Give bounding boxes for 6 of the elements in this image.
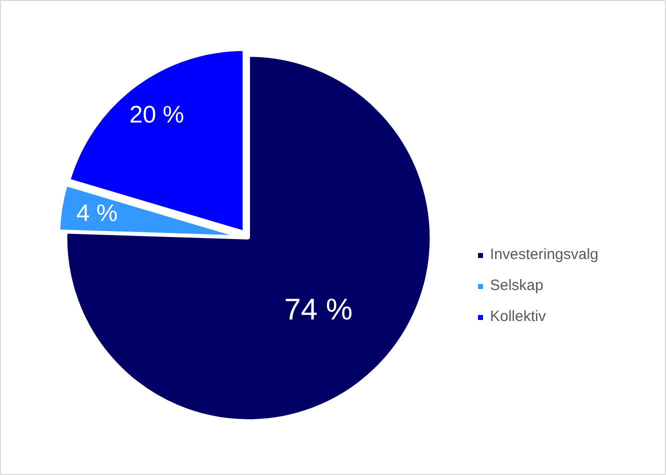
data-label: 20 % [129, 102, 184, 129]
legend-label: Selskap [490, 277, 544, 294]
legend-label: Kollektiv [490, 308, 546, 325]
legend-label: Investeringsvalg [490, 246, 598, 263]
data-label: 4 % [76, 200, 118, 228]
data-label: 74 % [284, 294, 353, 327]
